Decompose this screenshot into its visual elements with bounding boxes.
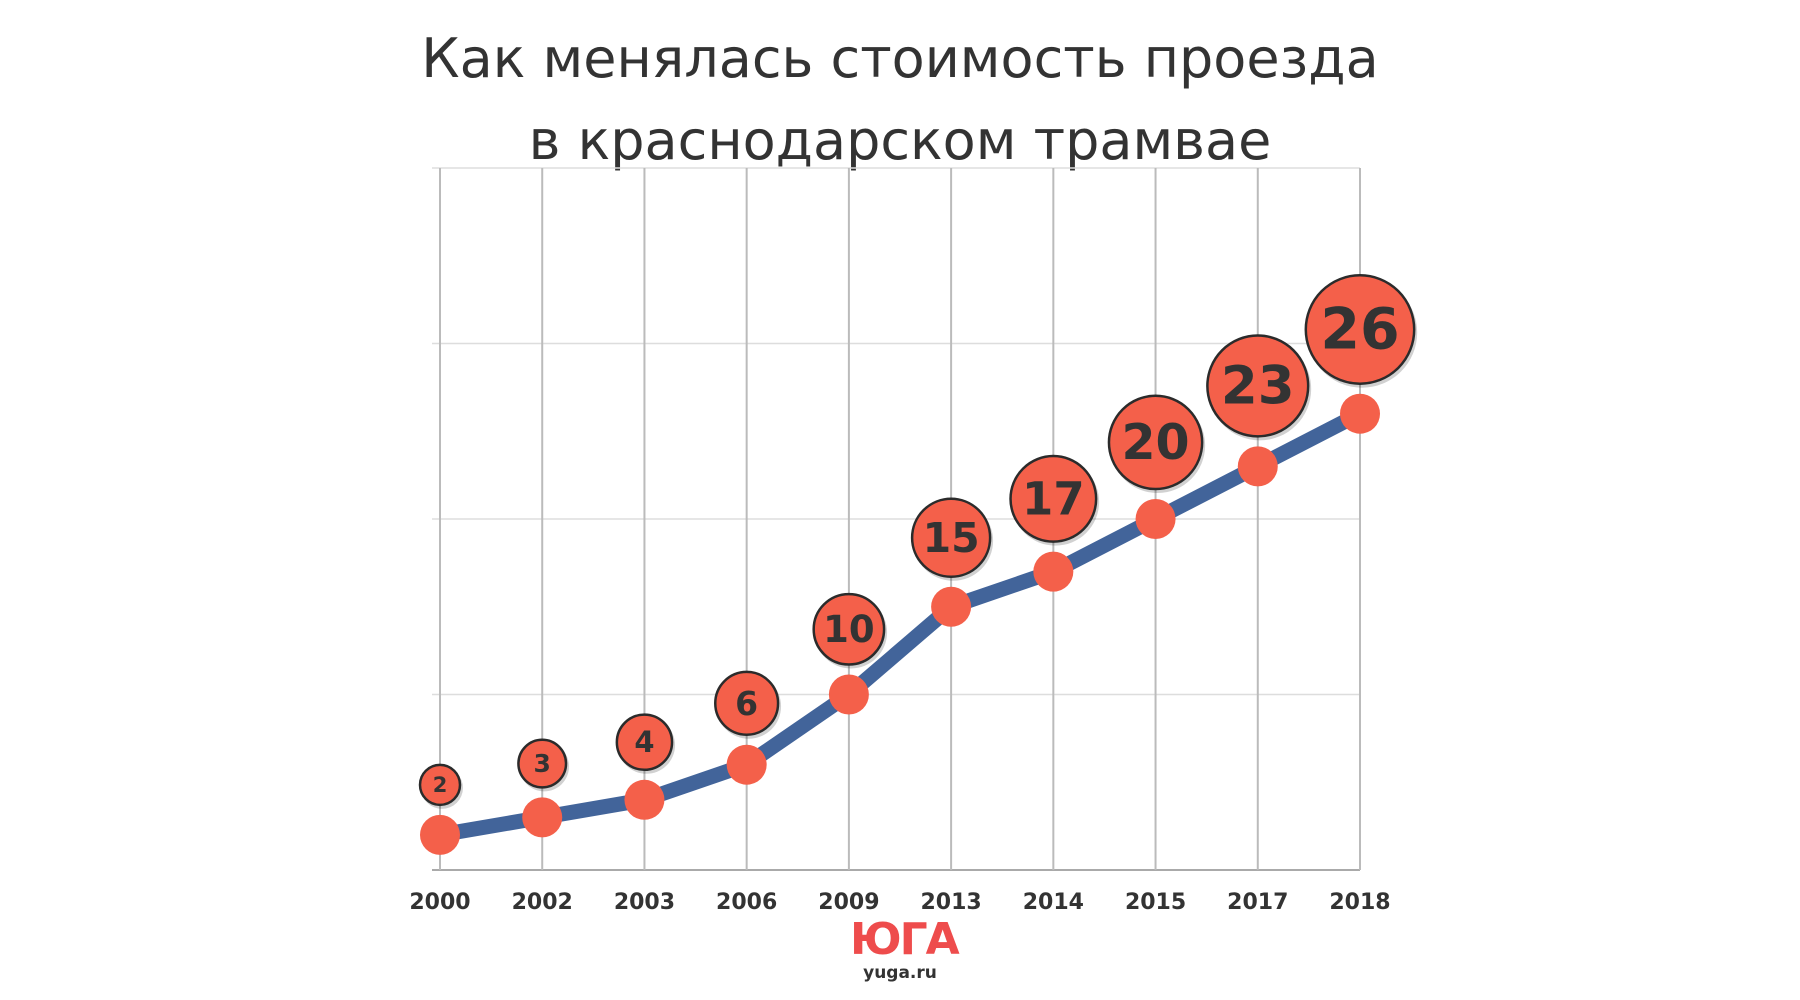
data-label-text: 17: [1022, 472, 1085, 525]
data-points: [420, 393, 1380, 855]
series-line: [432, 406, 1368, 843]
data-label-bubble: [418, 763, 462, 807]
data-point: [1340, 393, 1380, 434]
yuga-logo-site: yuga.ru: [863, 963, 937, 983]
series-line-layer: [432, 406, 1368, 843]
data-point: [1033, 551, 1074, 592]
data-label: 17: [1009, 454, 1100, 546]
x-tick-label: 2018: [1329, 890, 1390, 915]
x-tick-labels: 2000 2002 2003 2006 2009 2013 2014 2015 2017 2018: [409, 890, 1390, 915]
data-label-text: 3: [534, 749, 551, 778]
data-label-bubble: [1107, 394, 1204, 491]
data-label-text: 23: [1221, 355, 1295, 416]
x-tick-label: 2017: [1227, 890, 1288, 915]
x-tick-label: 2015: [1125, 890, 1186, 915]
grid: [432, 167, 1361, 871]
data-point: [522, 797, 563, 838]
chart-title-line-2: в краснодарском трамвае: [528, 109, 1272, 172]
x-tick-label: 2003: [614, 890, 675, 915]
data-label: 6: [714, 670, 782, 739]
data-label: 15: [910, 497, 994, 581]
data-label-bubble: [615, 713, 674, 772]
data-point: [726, 744, 767, 785]
data-label: 2: [418, 763, 463, 809]
data-label-bubble: [714, 670, 780, 736]
data-label-text: 26: [1320, 297, 1399, 363]
x-tick-label: 2014: [1023, 890, 1084, 915]
data-point: [828, 674, 869, 715]
data-label: 4: [615, 713, 676, 774]
data-label-bubble: [812, 592, 886, 666]
data-point: [1135, 499, 1176, 539]
x-tick-label: 2013: [920, 890, 981, 915]
data-label-bubble: [1009, 454, 1098, 543]
yuga-logo-mark: ЮГА: [850, 914, 960, 965]
chart-title-line-1: Как менялась стоимость проезда: [421, 27, 1379, 90]
data-label-bubble: [517, 738, 568, 789]
data-label-text: 20: [1121, 414, 1189, 471]
data-label-text: 10: [823, 608, 875, 651]
yuga-logo: ЮГА yuga.ru: [850, 914, 960, 984]
data-label: 20: [1107, 394, 1206, 493]
data-point: [624, 779, 665, 820]
data-label: 10: [812, 592, 888, 669]
data-point: [1237, 446, 1278, 487]
x-tick-label: 2000: [409, 890, 470, 915]
data-label: 23: [1206, 334, 1312, 441]
chart-title: Как менялась стоимость проезда в краснод…: [0, 18, 1800, 182]
data-label-bubble: [1206, 334, 1310, 438]
data-label-bubble: [910, 497, 992, 578]
x-tick-label: 2006: [716, 890, 777, 915]
data-label-text: 15: [923, 514, 980, 562]
data-label: 26: [1304, 274, 1418, 388]
data-label: 3: [517, 738, 570, 792]
x-tick-label: 2009: [818, 890, 879, 915]
data-point: [931, 586, 972, 627]
data-point: [420, 814, 460, 855]
data-label-text: 4: [634, 725, 654, 759]
data-label-text: 6: [735, 684, 758, 723]
x-tick-label: 2002: [512, 890, 573, 915]
data-label-text: 2: [433, 773, 448, 797]
data-label-bubble: [1304, 274, 1416, 385]
